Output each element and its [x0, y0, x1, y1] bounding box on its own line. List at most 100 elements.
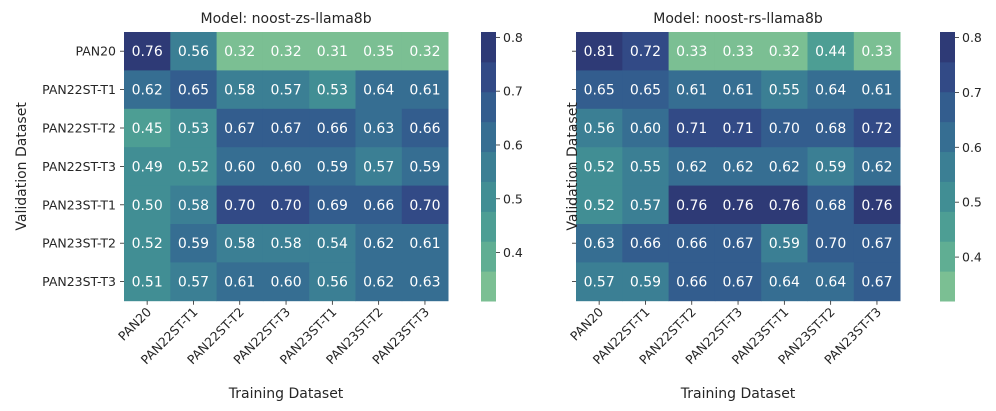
cell-value-label: 0.58: [224, 83, 255, 99]
colorbar-segment: [481, 32, 496, 63]
colorbar-segment: [940, 211, 955, 242]
colorbar-tick-label: 0.8: [962, 30, 982, 45]
cell-value-label: 0.52: [584, 159, 615, 175]
cell-value-label: 0.69: [317, 198, 348, 214]
cell-value-label: 0.53: [317, 83, 348, 99]
heatmap-cell: [401, 185, 449, 225]
cell-value-label: 0.60: [270, 159, 301, 175]
cell-value-label: 0.65: [584, 83, 615, 99]
heatmap-cell: [807, 70, 855, 110]
heatmap-cell: [262, 70, 310, 110]
x-axis-title: Training Dataset: [680, 386, 796, 402]
heatmap-cell: [170, 147, 217, 186]
cell-value-label: 0.62: [769, 159, 800, 175]
cell-value-label: 0.67: [270, 121, 301, 137]
heatmap-cell: [170, 224, 217, 263]
heatmap-cell: [262, 185, 310, 225]
heatmap-cell: [622, 224, 669, 263]
heatmap-cell: [576, 70, 623, 110]
cell-value-label: 0.35: [363, 44, 394, 60]
heatmap-cell: [216, 147, 264, 186]
cell-value-label: 0.67: [224, 121, 255, 137]
cell-value-label: 0.67: [861, 236, 892, 252]
cell-value-label: 0.52: [132, 236, 163, 252]
heatmap-cell: [807, 108, 855, 148]
cell-value-label: 0.59: [317, 159, 348, 175]
colorbar-segment: [940, 61, 955, 93]
heatmap-cell: [309, 224, 356, 263]
heatmap-cell: [761, 262, 808, 302]
cell-value-label: 0.62: [132, 83, 163, 99]
heatmap-cell: [401, 147, 449, 186]
heatmap-cell: [170, 70, 217, 110]
heatmap-cell: [401, 70, 449, 110]
y-axis-title: Validation Dataset: [565, 102, 581, 231]
heatmap-cell: [216, 108, 264, 148]
colorbar-tick-label: 0.5: [962, 195, 982, 210]
y-tick-label: PAN22ST-T2: [42, 121, 116, 136]
heatmap-cell: [807, 147, 855, 186]
cell-value-label: 0.60: [270, 275, 301, 291]
cell-value-label: 0.52: [584, 198, 615, 214]
colorbar-segment: [940, 181, 955, 212]
y-tick-label: PAN22ST-T3: [42, 159, 116, 174]
heatmap-cell: [216, 32, 264, 71]
cell-value-label: 0.70: [224, 198, 255, 214]
heatmap-cell: [355, 32, 403, 71]
cell-value-label: 0.56: [584, 121, 615, 137]
heatmap-cell: [309, 262, 356, 302]
heatmap-cell: [124, 262, 171, 302]
heatmap-cell: [309, 185, 356, 225]
colorbar-segment: [940, 271, 955, 302]
cell-value-label: 0.59: [178, 236, 209, 252]
heatmap-cell: [355, 70, 403, 110]
cell-value-label: 0.64: [815, 83, 846, 99]
cell-value-label: 0.53: [178, 121, 209, 137]
cell-value-label: 0.33: [676, 44, 707, 60]
cell-value-label: 0.61: [722, 83, 753, 99]
heatmap-cell: [309, 32, 356, 71]
heatmap-cell: [761, 70, 808, 110]
cell-value-label: 0.68: [815, 121, 846, 137]
colorbar-tick-label: 0.6: [503, 137, 523, 152]
cell-value-label: 0.67: [722, 236, 753, 252]
colorbar-tick-label: 0.6: [962, 140, 982, 155]
cell-value-label: 0.32: [270, 44, 301, 60]
heatmap-cell: [170, 32, 217, 71]
cell-value-label: 0.76: [676, 198, 707, 214]
heatmap-cell: [668, 185, 716, 225]
x-tick-label: PAN20: [567, 304, 606, 343]
colorbar-segment: [481, 241, 496, 272]
cell-value-label: 0.70: [815, 236, 846, 252]
cell-value-label: 0.57: [630, 198, 661, 214]
heatmap-cell: [262, 262, 310, 302]
colorbar-tick-label: 0.8: [503, 30, 523, 45]
heatmap-cell: [622, 262, 669, 302]
cell-value-label: 0.52: [178, 159, 209, 175]
colorbar-segment: [481, 271, 496, 302]
heatmap-cell: [853, 147, 901, 186]
colorbar-tick-label: 0.7: [962, 85, 982, 100]
cell-value-label: 0.65: [178, 83, 209, 99]
cell-value-label: 0.59: [409, 159, 440, 175]
heatmap-cell: [807, 185, 855, 225]
colorbar-segment: [940, 241, 955, 272]
cell-value-label: 0.57: [178, 275, 209, 291]
heatmap-cell: [853, 70, 901, 110]
cell-value-label: 0.58: [178, 198, 209, 214]
cell-value-label: 0.68: [815, 198, 846, 214]
heatmap-cell: [124, 224, 171, 263]
cell-value-label: 0.54: [317, 236, 348, 252]
heatmap-cell: [714, 32, 762, 71]
heatmap-cell: [262, 108, 310, 148]
plot-title: Model: noost-rs-llama8b: [653, 11, 823, 27]
heatmap-cell: [401, 108, 449, 148]
heatmap-cell: [576, 147, 623, 186]
cell-value-label: 0.65: [630, 83, 661, 99]
heatmap-cell: [124, 108, 171, 148]
heatmap-cell: [668, 147, 716, 186]
cell-value-label: 0.62: [861, 159, 892, 175]
heatmap-cell: [401, 262, 449, 302]
